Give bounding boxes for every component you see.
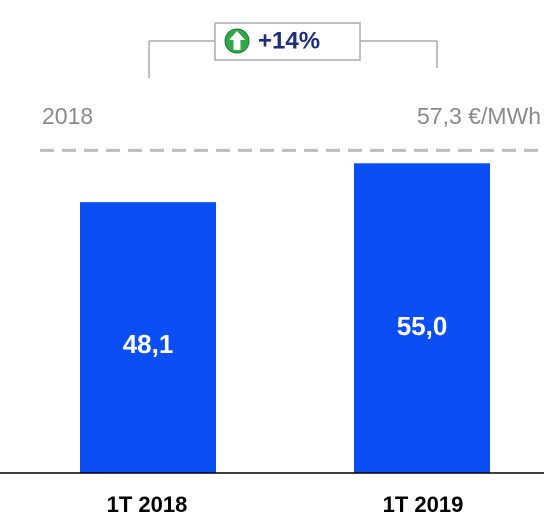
value-label: 55,0 — [397, 311, 448, 341]
value-label: 48,1 — [123, 329, 174, 359]
bar — [80, 202, 216, 473]
annotation: +14% — [258, 27, 320, 54]
bar — [354, 163, 490, 474]
up-arrow — [229, 31, 245, 50]
reference-label: 57,3 €/MWh — [417, 103, 541, 129]
x-tick-label: 1T 2018 — [107, 492, 188, 517]
reference-period: 2018 — [42, 103, 93, 129]
x-tick-label: 1T 2019 — [383, 492, 464, 517]
